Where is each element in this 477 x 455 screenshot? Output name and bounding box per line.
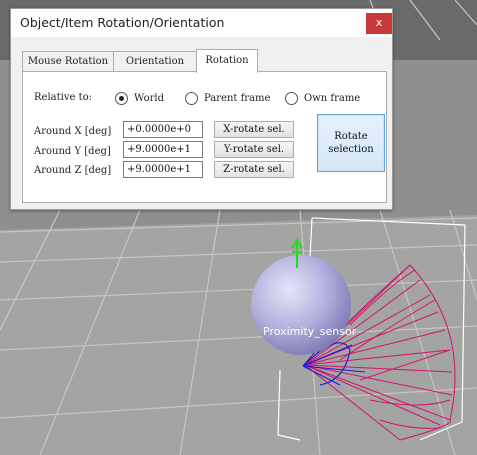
bounding-box [277,217,466,441]
tab-rotation[interactable]: Rotation [196,49,258,73]
rotate-selection-line2: selection [328,144,374,155]
x-rotate-button[interactable]: X-rotate sel. [214,121,294,138]
rotate-selection-line1: Rotate [334,131,368,142]
radio-world[interactable] [115,92,128,105]
radio-parent-frame[interactable] [185,92,198,105]
close-icon: x [375,16,383,29]
around-x-label: Around X [deg] [34,126,112,137]
axis-y-gizmo [291,238,303,268]
radio-world-label[interactable]: World [134,93,164,104]
tab-mouse-rotation[interactable]: Mouse Rotation [22,51,114,72]
around-z-label: Around Z [deg] [34,165,112,176]
relative-to-label: Relative to: [34,92,92,103]
rotate-selection-button[interactable]: Rotate selection [317,114,385,172]
rotation-panel: Relative to: World Parent frame Own fram… [22,71,387,203]
object-label: Proximity_sensor [263,325,357,338]
proximity-sensor-sphere[interactable] [251,255,351,355]
close-button[interactable]: x [366,13,392,34]
z-rotate-button[interactable]: Z-rotate sel. [214,161,294,178]
around-x-input[interactable]: +0.0000e+0 [123,121,203,138]
rotation-dialog: Object/Item Rotation/Orientation x Mouse… [10,8,393,210]
radio-own-frame-label[interactable]: Own frame [304,93,361,104]
window-title: Object/Item Rotation/Orientation [20,15,225,30]
tab-orientation[interactable]: Orientation [113,51,197,72]
around-y-input[interactable]: +9.0000e+1 [123,141,203,158]
radio-own-frame[interactable] [285,92,298,105]
y-rotate-button[interactable]: Y-rotate sel. [214,141,294,158]
around-z-input[interactable]: +9.0000e+1 [123,161,203,178]
radio-parent-frame-label[interactable]: Parent frame [204,93,271,104]
around-y-label: Around Y [deg] [34,146,111,157]
title-bar[interactable]: Object/Item Rotation/Orientation x [11,9,392,37]
